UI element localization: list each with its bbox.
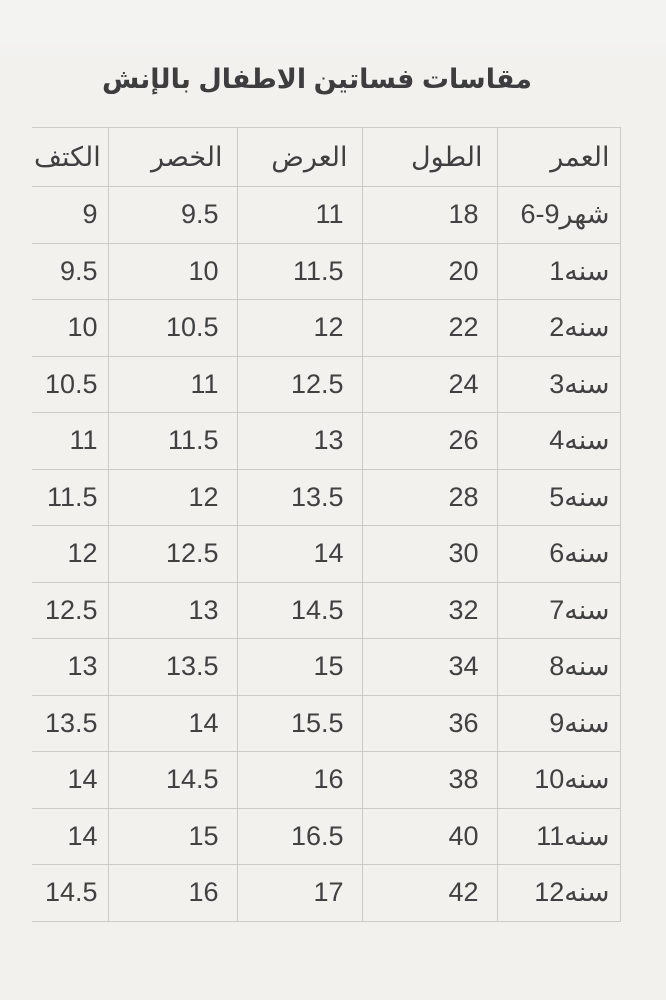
cell-age: 3سنه [496, 355, 621, 413]
cell-age: 2سنه [496, 299, 621, 357]
cell-waist: 14.5 [107, 751, 238, 809]
cell-length: 38 [361, 751, 498, 809]
cell-shoulder: 14 [32, 807, 109, 865]
cell-waist: 11.5 [107, 412, 238, 470]
cell-length: 40 [361, 807, 498, 865]
cell-shoulder: 14 [32, 751, 109, 809]
table-row: 14 14.5 16 38 10سنه [32, 751, 621, 809]
column-header-shoulder: الكتف [32, 127, 109, 187]
cell-length: 24 [361, 355, 498, 413]
page-title: مقاسات فساتين الاطفال بالإنش [101, 64, 532, 94]
table-row: 13.5 14 15.5 36 9سنه [32, 694, 621, 752]
cell-width: 17 [236, 864, 363, 922]
table-row: 14.5 16 17 42 12سنه [32, 864, 621, 922]
cell-width: 14.5 [236, 581, 363, 639]
cell-width: 13 [236, 412, 363, 470]
cell-waist: 13 [107, 581, 238, 639]
cell-shoulder: 9.5 [32, 242, 109, 300]
cell-length: 36 [361, 694, 498, 752]
cell-width: 11.5 [236, 242, 363, 300]
cell-waist: 16 [107, 864, 238, 922]
cell-length: 32 [361, 581, 498, 639]
table-row: 11 11.5 13 26 4سنه [32, 412, 621, 470]
cell-age: 9سنه [496, 694, 621, 752]
cell-waist: 10.5 [107, 299, 238, 357]
cell-width: 16 [236, 751, 363, 809]
table-row: 11.5 12 13.5 28 5سنه [32, 468, 621, 526]
cell-width: 12.5 [236, 355, 363, 413]
cell-width: 15 [236, 638, 363, 696]
cell-length: 20 [361, 242, 498, 300]
column-header-waist: الخصر [107, 127, 238, 187]
header-row: الكتف الخصر العرض الطول العمر [32, 127, 621, 187]
cell-age: 7سنه [496, 581, 621, 639]
table-row: 14 15 16.5 40 11سنه [32, 807, 621, 865]
cell-shoulder: 10 [32, 299, 109, 357]
cell-shoulder: 12.5 [32, 581, 109, 639]
cell-age: 10سنه [496, 751, 621, 809]
cell-width: 11 [236, 186, 363, 244]
cell-shoulder: 12 [32, 525, 109, 583]
column-header-age: العمر [496, 127, 621, 187]
cell-shoulder: 13 [32, 638, 109, 696]
column-header-length: الطول [361, 127, 498, 187]
cell-age: 1سنه [496, 242, 621, 300]
cell-width: 16.5 [236, 807, 363, 865]
cell-shoulder: 9 [32, 186, 109, 244]
cell-age: 8سنه [496, 638, 621, 696]
cell-width: 14 [236, 525, 363, 583]
cell-age: 12سنه [496, 864, 621, 922]
size-table: الكتف الخصر العرض الطول العمر 9 9.5 11 1… [32, 127, 621, 922]
cell-waist: 13.5 [107, 638, 238, 696]
cell-shoulder: 14.5 [32, 864, 109, 922]
table-row: 10 10.5 12 22 2سنه [32, 299, 621, 357]
cell-waist: 9.5 [107, 186, 238, 244]
cell-length: 34 [361, 638, 498, 696]
table-row: 10.5 11 12.5 24 3سنه [32, 355, 621, 413]
cell-waist: 12.5 [107, 525, 238, 583]
cell-length: 30 [361, 525, 498, 583]
table-row: 13 13.5 15 34 8سنه [32, 638, 621, 696]
cell-width: 15.5 [236, 694, 363, 752]
cell-length: 42 [361, 864, 498, 922]
cell-waist: 15 [107, 807, 238, 865]
cell-waist: 14 [107, 694, 238, 752]
cell-age: 6-9شهر [496, 186, 621, 244]
cell-length: 22 [361, 299, 498, 357]
cell-age: 5سنه [496, 468, 621, 526]
cell-waist: 12 [107, 468, 238, 526]
cell-waist: 11 [107, 355, 238, 413]
cell-length: 18 [361, 186, 498, 244]
cell-age: 6سنه [496, 525, 621, 583]
cell-shoulder: 11.5 [32, 468, 109, 526]
table-row: 12.5 13 14.5 32 7سنه [32, 581, 621, 639]
column-header-width: العرض [236, 127, 363, 187]
cell-length: 26 [361, 412, 498, 470]
cell-shoulder: 13.5 [32, 694, 109, 752]
table-row: 12 12.5 14 30 6سنه [32, 525, 621, 583]
cell-width: 13.5 [236, 468, 363, 526]
table-row: 9.5 10 11.5 20 1سنه [32, 242, 621, 300]
table-row: 9 9.5 11 18 6-9شهر [32, 186, 621, 244]
cell-age: 11سنه [496, 807, 621, 865]
cell-waist: 10 [107, 242, 238, 300]
cell-shoulder: 10.5 [32, 355, 109, 413]
cell-shoulder: 11 [32, 412, 109, 470]
cell-width: 12 [236, 299, 363, 357]
cell-length: 28 [361, 468, 498, 526]
cell-age: 4سنه [496, 412, 621, 470]
